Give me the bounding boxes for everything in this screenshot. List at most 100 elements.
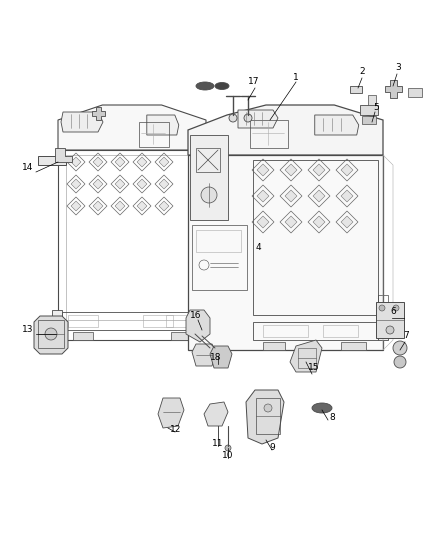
- Text: 6: 6: [390, 308, 396, 317]
- Polygon shape: [137, 201, 147, 211]
- Text: 4: 4: [255, 244, 261, 253]
- Polygon shape: [159, 179, 169, 189]
- Text: 3: 3: [395, 63, 401, 72]
- Polygon shape: [137, 157, 147, 167]
- Polygon shape: [71, 179, 81, 189]
- Polygon shape: [93, 201, 103, 211]
- Polygon shape: [285, 190, 297, 202]
- Polygon shape: [285, 216, 297, 228]
- Polygon shape: [385, 80, 402, 98]
- Text: 17: 17: [248, 77, 260, 86]
- Bar: [166, 315, 194, 327]
- Text: 10: 10: [222, 451, 234, 461]
- Ellipse shape: [196, 82, 214, 90]
- Polygon shape: [147, 115, 179, 135]
- Polygon shape: [92, 107, 105, 120]
- Bar: [38, 156, 66, 165]
- Polygon shape: [93, 179, 103, 189]
- Polygon shape: [285, 164, 297, 176]
- Bar: [68, 315, 98, 327]
- Bar: [196, 148, 220, 172]
- Bar: [143, 315, 173, 327]
- Polygon shape: [115, 157, 125, 167]
- Polygon shape: [313, 164, 325, 176]
- Bar: [66, 155, 198, 320]
- Polygon shape: [192, 344, 216, 366]
- Polygon shape: [257, 190, 269, 202]
- Circle shape: [229, 114, 237, 122]
- Bar: [73, 332, 93, 340]
- Text: 18: 18: [210, 353, 222, 362]
- Bar: [196, 230, 241, 252]
- Bar: [253, 322, 378, 340]
- Bar: [360, 105, 378, 115]
- Polygon shape: [313, 216, 325, 228]
- Polygon shape: [210, 346, 232, 368]
- Polygon shape: [159, 157, 169, 167]
- Polygon shape: [341, 164, 353, 176]
- Polygon shape: [341, 216, 353, 228]
- Bar: [38, 320, 64, 348]
- Bar: [376, 302, 404, 338]
- Polygon shape: [341, 190, 353, 202]
- Text: 11: 11: [212, 440, 224, 448]
- Polygon shape: [257, 164, 269, 176]
- Bar: [253, 160, 378, 315]
- Bar: [263, 342, 285, 350]
- Polygon shape: [61, 112, 103, 132]
- Polygon shape: [313, 190, 325, 202]
- Text: 12: 12: [170, 425, 182, 434]
- Polygon shape: [246, 390, 284, 444]
- Polygon shape: [34, 316, 68, 354]
- Text: 5: 5: [373, 103, 379, 112]
- Polygon shape: [204, 402, 228, 426]
- Polygon shape: [137, 179, 147, 189]
- Circle shape: [394, 356, 406, 368]
- Bar: [298, 348, 316, 368]
- Bar: [171, 332, 191, 340]
- Text: 1: 1: [293, 74, 299, 83]
- Circle shape: [201, 187, 217, 203]
- Polygon shape: [257, 216, 269, 228]
- Ellipse shape: [312, 403, 332, 413]
- Text: 15: 15: [308, 364, 320, 373]
- Polygon shape: [158, 398, 184, 428]
- Text: 8: 8: [329, 414, 335, 423]
- Polygon shape: [188, 155, 383, 350]
- Circle shape: [393, 341, 407, 355]
- Polygon shape: [159, 201, 169, 211]
- Bar: [52, 310, 62, 330]
- Bar: [323, 325, 358, 337]
- Text: 7: 7: [403, 332, 409, 341]
- Bar: [362, 116, 376, 124]
- Polygon shape: [115, 179, 125, 189]
- Polygon shape: [58, 105, 206, 150]
- Polygon shape: [55, 148, 72, 162]
- Polygon shape: [186, 310, 210, 342]
- Bar: [62, 312, 202, 330]
- Bar: [350, 86, 362, 93]
- Bar: [192, 225, 247, 290]
- Polygon shape: [71, 201, 81, 211]
- Polygon shape: [93, 157, 103, 167]
- Bar: [378, 318, 388, 340]
- Polygon shape: [290, 340, 322, 372]
- Polygon shape: [71, 157, 81, 167]
- Text: 2: 2: [359, 68, 365, 77]
- Polygon shape: [315, 115, 359, 135]
- Bar: [251, 120, 288, 148]
- Bar: [263, 325, 308, 337]
- Text: 16: 16: [190, 311, 202, 320]
- Text: 9: 9: [269, 443, 275, 453]
- Bar: [190, 135, 228, 220]
- Polygon shape: [115, 201, 125, 211]
- Text: 14: 14: [22, 164, 34, 173]
- Circle shape: [45, 328, 57, 340]
- Polygon shape: [188, 105, 383, 155]
- Bar: [202, 310, 212, 330]
- Bar: [378, 295, 388, 313]
- Circle shape: [264, 404, 272, 412]
- Bar: [139, 122, 170, 147]
- Bar: [368, 95, 376, 105]
- Circle shape: [393, 305, 399, 311]
